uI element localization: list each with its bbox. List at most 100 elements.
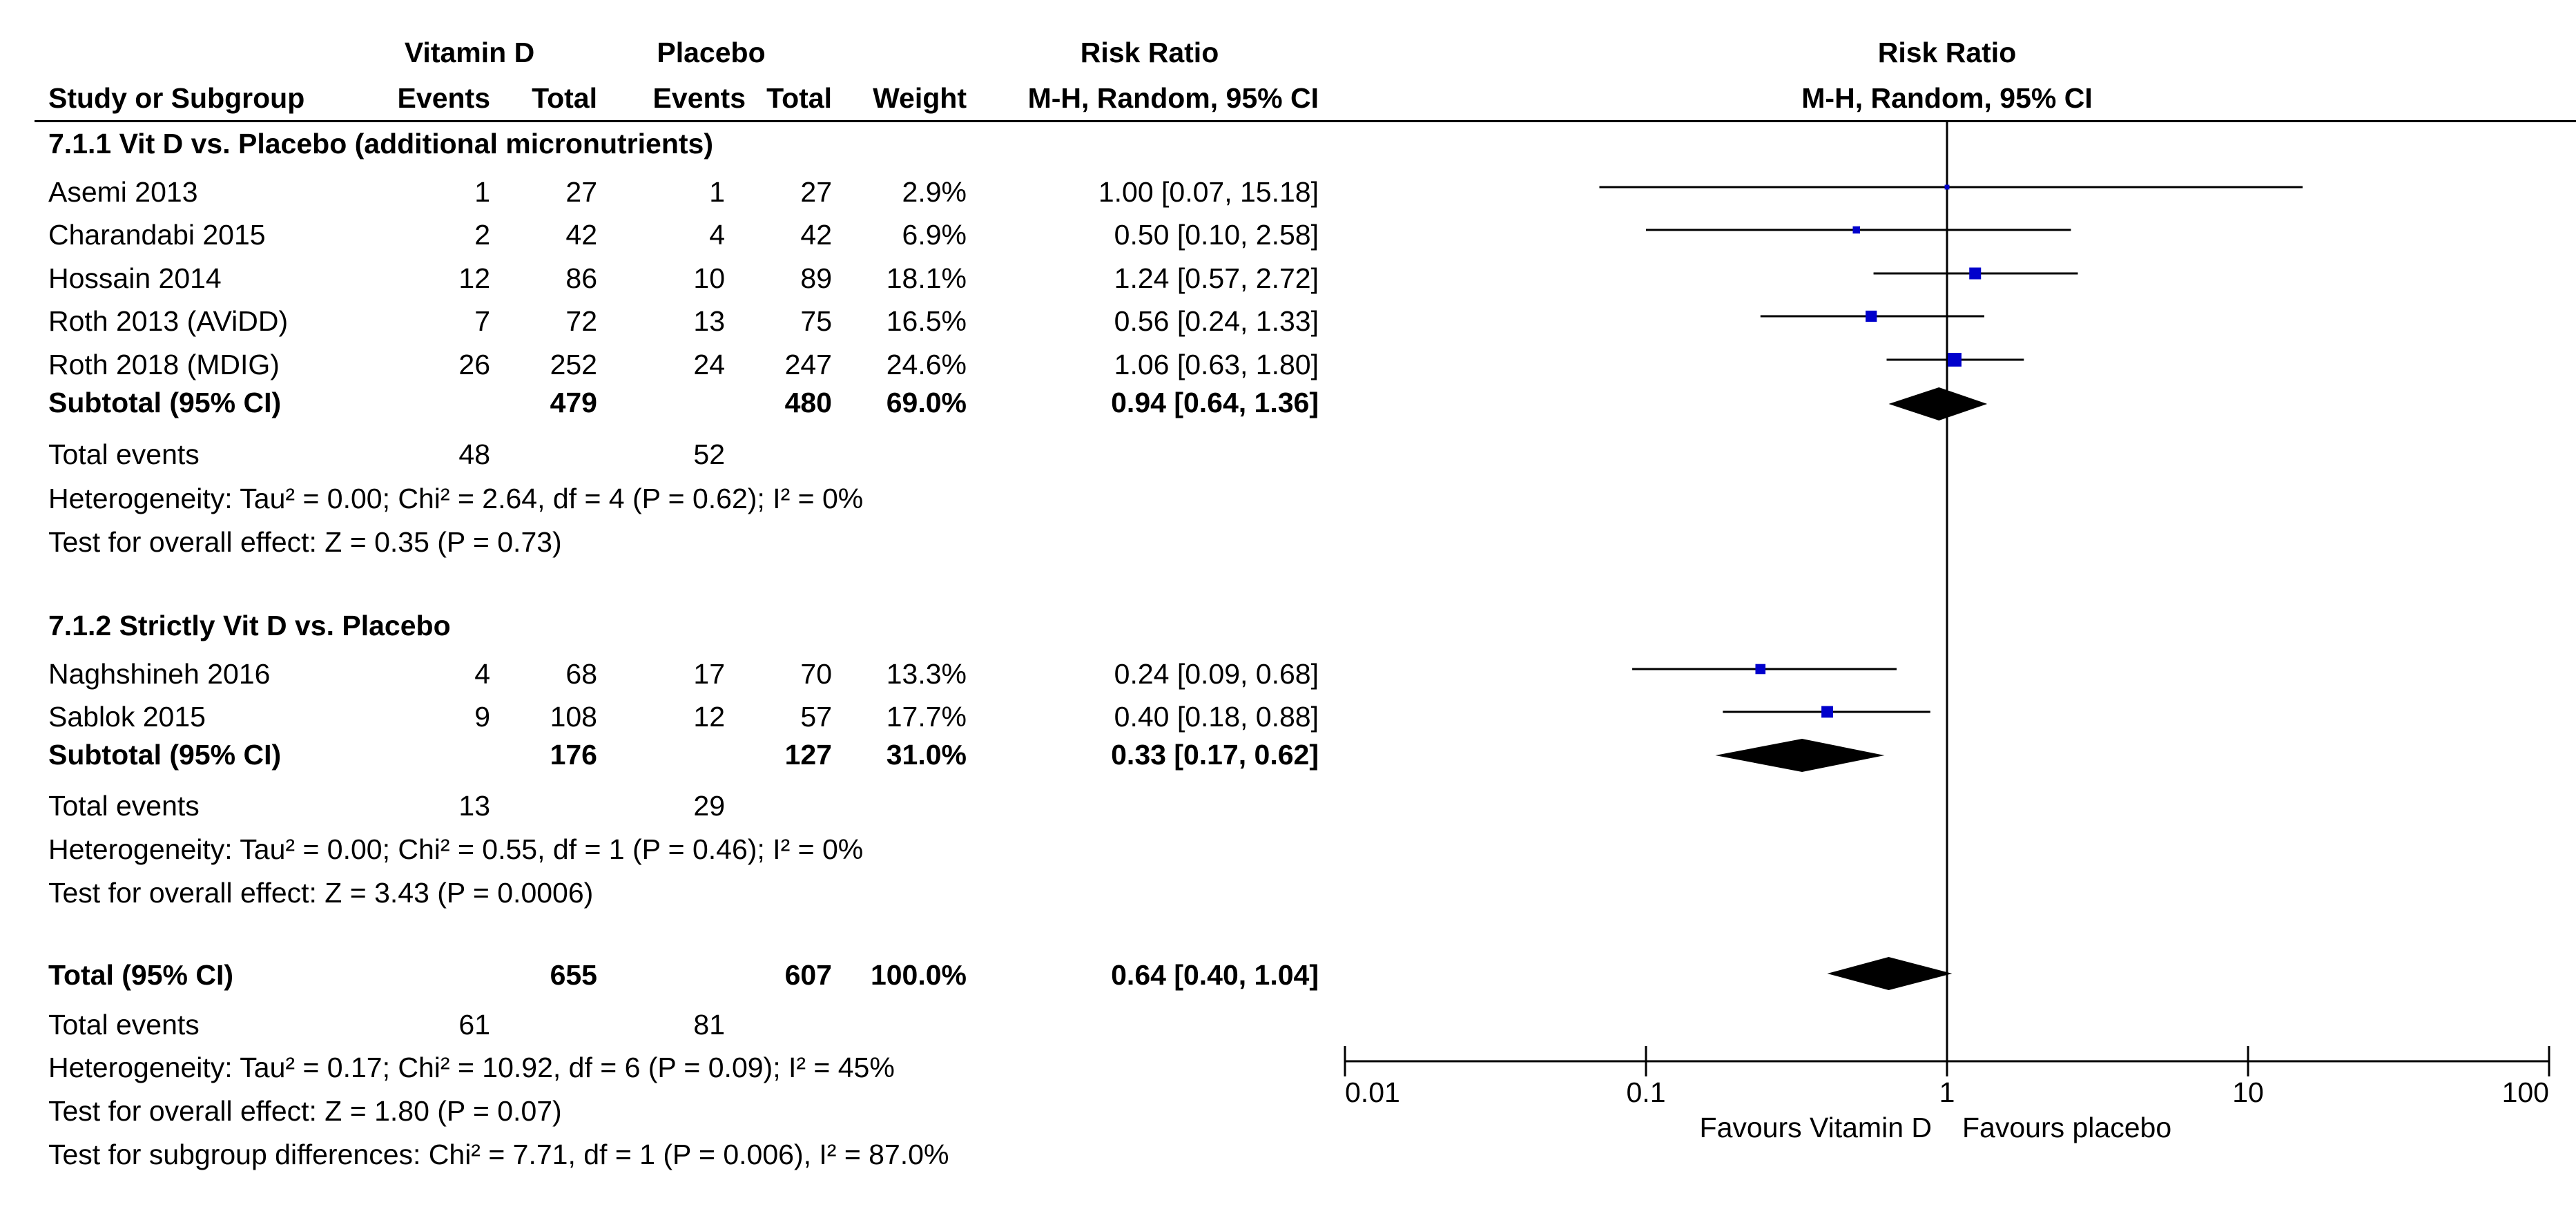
overall-effect-text: Test for overall effect: Z = 3.43 (P = 0… (48, 877, 594, 909)
study-name: Sablok 2015 (48, 701, 206, 733)
heterogeneity-text: Heterogeneity: Tau² = 0.00; Chi² = 0.55,… (48, 833, 864, 865)
weight-value: 18.1% (886, 262, 967, 294)
total-vitd: 108 (550, 701, 597, 733)
total-events-vitd: 48 (458, 438, 490, 470)
risk-ratio-ci: 1.06 [0.63, 1.80] (1114, 349, 1319, 380)
weight-header: Weight (873, 82, 967, 114)
overall-effect-text: Test for overall effect: Z = 1.80 (P = 0… (48, 1095, 562, 1127)
risk-ratio-ci: 0.50 [0.10, 2.58] (1114, 219, 1319, 251)
rr-header: Risk Ratio (1080, 37, 1219, 68)
total-vitd: 27 (565, 176, 597, 208)
total-vitd: 252 (550, 349, 597, 380)
events-placebo: 17 (693, 658, 725, 690)
study-name: Asemi 2013 (48, 176, 198, 208)
events-vitd: 7 (474, 305, 490, 337)
pooled-diamond (1827, 957, 1953, 990)
study-marker (1944, 184, 1950, 190)
total-weight: 100.0% (870, 959, 967, 991)
total-placebo: 75 (800, 305, 832, 337)
study-marker (1852, 226, 1861, 234)
total-events-placebo: 29 (693, 790, 725, 822)
subtotal-ci: 0.33 [0.17, 0.62] (1111, 739, 1319, 771)
overall-effect-text: Test for overall effect: Z = 0.35 (P = 0… (48, 526, 562, 558)
study-column-header: Study or Subgroup (48, 82, 305, 114)
events-placebo: 10 (693, 262, 725, 294)
pooled-diamond (1888, 387, 1988, 420)
risk-ratio-ci: 0.40 [0.18, 0.88] (1114, 701, 1319, 733)
total-events-label: Total events (48, 790, 200, 822)
subtotal-label: Subtotal (95% CI) (48, 739, 282, 771)
study-name: Roth 2013 (AViDD) (48, 305, 289, 337)
group2-header: Placebo (657, 37, 766, 68)
total-vitd: 42 (565, 219, 597, 251)
risk-ratio-ci: 0.56 [0.24, 1.33] (1114, 305, 1319, 337)
favours-placebo-label: Favours placebo (1962, 1112, 2171, 1143)
study-name: Roth 2018 (MDIG) (48, 349, 280, 380)
events-placebo: 13 (693, 305, 725, 337)
events-vitd: 2 (474, 219, 490, 251)
weight-value: 13.3% (886, 658, 967, 690)
total-events-placebo: 81 (693, 1009, 725, 1041)
total-events-vitd: 13 (458, 790, 490, 822)
total-events-label: Total events (48, 438, 200, 470)
total2-header: Total (766, 82, 832, 114)
weight-value: 2.9% (902, 176, 967, 208)
events-vitd: 12 (458, 262, 490, 294)
events-placebo: 1 (709, 176, 725, 208)
subtotal-total-vitd: 479 (550, 387, 597, 418)
study-marker (1821, 706, 1833, 718)
study-marker (1969, 267, 1982, 280)
header-divider (35, 120, 2576, 122)
pooled-diamond (1715, 739, 1885, 772)
total-placebo: 27 (800, 176, 832, 208)
subtotal-ci: 0.94 [0.64, 1.36] (1111, 387, 1319, 418)
total-placebo: 89 (800, 262, 832, 294)
events-vitd: 1 (474, 176, 490, 208)
x-axis-tick-label: 0.01 (1345, 1076, 1400, 1108)
heterogeneity-text: Heterogeneity: Tau² = 0.00; Chi² = 2.64,… (48, 483, 864, 514)
events2-header: Events (652, 82, 746, 114)
weight-value: 17.7% (886, 701, 967, 733)
total-placebo: 57 (800, 701, 832, 733)
subgroup1-title: 7.1.1 Vit D vs. Placebo (additional micr… (48, 128, 713, 159)
subtotal-total-placebo: 127 (784, 739, 832, 771)
subgroup-differences-text: Test for subgroup differences: Chi² = 7.… (48, 1139, 949, 1170)
weight-value: 24.6% (886, 349, 967, 380)
heterogeneity-text: Heterogeneity: Tau² = 0.17; Chi² = 10.92… (48, 1052, 895, 1083)
total-placebo: 70 (800, 658, 832, 690)
total-placebo: 247 (784, 349, 832, 380)
total-n-placebo: 607 (784, 959, 832, 991)
events-placebo: 24 (693, 349, 725, 380)
total-vitd: 72 (565, 305, 597, 337)
study-name: Hossain 2014 (48, 262, 222, 294)
subtotal-total-placebo: 480 (784, 387, 832, 418)
risk-ratio-ci: 1.00 [0.07, 15.18] (1098, 176, 1319, 208)
weight-value: 6.9% (902, 219, 967, 251)
risk-ratio-ci: 1.24 [0.57, 2.72] (1114, 262, 1319, 294)
total-placebo: 42 (800, 219, 832, 251)
events-vitd: 9 (474, 701, 490, 733)
weight-value: 16.5% (886, 305, 967, 337)
x-axis-tick-label: 100 (2502, 1076, 2549, 1108)
total-vitd: 68 (565, 658, 597, 690)
study-marker (1866, 310, 1877, 322)
study-marker (1755, 664, 1766, 675)
group1-header: Vitamin D (404, 37, 535, 68)
total-ci: 0.64 [0.40, 1.04] (1111, 959, 1319, 991)
events1-header: Events (397, 82, 490, 114)
subgroup2-title: 7.1.2 Strictly Vit D vs. Placebo (48, 610, 451, 641)
total-events-vitd: 61 (458, 1009, 490, 1041)
total-n-vitd: 655 (550, 959, 597, 991)
subtotal-label: Subtotal (95% CI) (48, 387, 282, 418)
events-placebo: 4 (709, 219, 725, 251)
favours-vitamin-d-label: Favours Vitamin D (1700, 1112, 1932, 1143)
method-header: M-H, Random, 95% CI (1027, 82, 1319, 114)
study-name: Charandabi 2015 (48, 219, 266, 251)
subtotal-weight: 69.0% (886, 387, 967, 418)
subtotal-weight: 31.0% (886, 739, 967, 771)
total1-header: Total (532, 82, 597, 114)
subtotal-total-vitd: 176 (550, 739, 597, 771)
events-vitd: 26 (458, 349, 490, 380)
